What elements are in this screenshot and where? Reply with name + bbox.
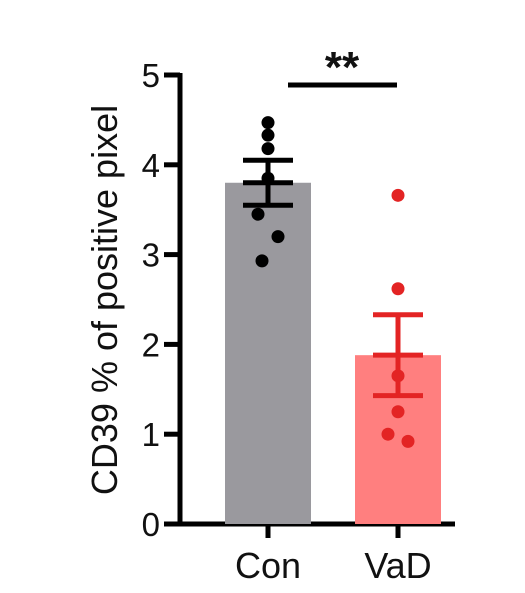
- data-point: [261, 142, 275, 156]
- data-point: [261, 128, 275, 142]
- x-tick-label: Con: [235, 545, 301, 586]
- significance-annotation: **: [288, 43, 397, 92]
- data-point: [391, 282, 405, 296]
- significance-label: **: [325, 43, 360, 92]
- chart-axes: 0 1 2 3 4 5 Con VaD: [142, 57, 455, 586]
- x-tick-label: VaD: [364, 545, 431, 586]
- data-point: [255, 254, 269, 268]
- y-tick-label: 1: [142, 416, 160, 453]
- data-point: [381, 427, 395, 441]
- data-point: [261, 171, 275, 185]
- bar-con: [225, 182, 311, 524]
- data-point: [391, 188, 405, 202]
- y-tick-label: 3: [142, 237, 160, 274]
- y-tick-label: 5: [142, 57, 160, 94]
- data-point: [251, 207, 265, 221]
- chart-data-points: [251, 116, 415, 448]
- data-point: [391, 369, 405, 383]
- y-axis-label: CD39 % of positive pixel: [84, 105, 125, 495]
- y-tick-label: 2: [142, 326, 160, 363]
- data-point: [401, 434, 415, 448]
- y-tick-label: 0: [142, 506, 160, 543]
- y-tick-label: 4: [142, 147, 160, 184]
- data-point: [271, 230, 285, 244]
- data-point: [261, 116, 275, 130]
- data-point: [391, 405, 405, 419]
